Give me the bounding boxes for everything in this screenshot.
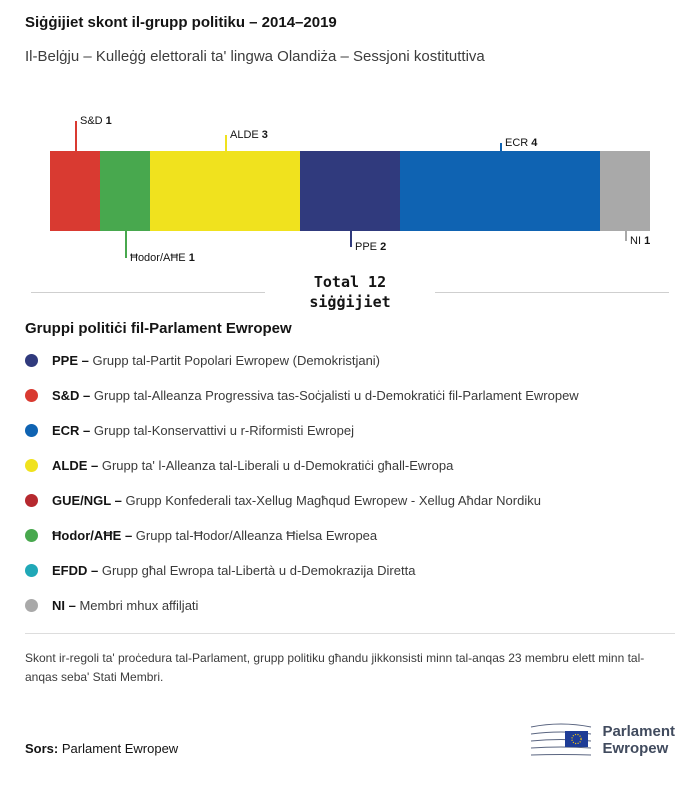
- chart-area: S&D 1 Ħodor/AĦE 1 ALDE 3 PPE 2 ECR 4 NI 1: [50, 103, 650, 273]
- segment-label-1: Ħodor/AĦE 1: [130, 252, 195, 264]
- segment-label-0: S&D 1: [79, 115, 112, 127]
- total-line1: Total 12: [313, 273, 387, 291]
- bar-segment-0: [50, 151, 100, 231]
- bar-segment-4: [400, 151, 600, 231]
- total-divider: Total 12 siġġijiet: [31, 273, 669, 312]
- legend-item-4: GUE/NGL – Grupp Konfederali tax-Xellug M…: [25, 493, 675, 508]
- footer-divider: [25, 633, 675, 634]
- bar-segment-1: [100, 151, 150, 231]
- legend-item-6: EFDD – Grupp għal Ewropa tal-Libertà u d…: [25, 563, 675, 578]
- page-title: Siġġijiet skont il-grupp politiku – 2014…: [25, 14, 337, 31]
- page-subtitle: Il-Belġju – Kulleġġ elettorali ta' lingw…: [25, 48, 485, 65]
- legend-label: ALDE – Grupp ta' l-Alleanza tal-Liberali…: [52, 458, 454, 473]
- source-value: Parlament Ewropew: [61, 741, 179, 757]
- legend-label: GUE/NGL – Grupp Konfederali tax-Xellug M…: [52, 493, 541, 508]
- segment-tick-4: [500, 143, 502, 151]
- divider-line-left: [31, 292, 265, 293]
- legend-label: EFDD – Grupp għal Ewropa tal-Libertà u d…: [52, 563, 416, 578]
- legend-label: PPE – Grupp tal-Partit Popolari Ewropew …: [52, 353, 381, 368]
- logo-line2: Ewropew: [602, 740, 669, 758]
- legend-color-dot: [25, 389, 38, 402]
- logo-line1: Parlament: [602, 722, 675, 740]
- bottom-row: Sors: Parlament Ewropew Parlament Ewrope…: [25, 718, 675, 762]
- ep-logo-wordmark: Parlament Ewropew: [602, 723, 675, 758]
- legend-item-7: NI – Membri mhux affiljati: [25, 598, 675, 613]
- total-line2: siġġijiet: [309, 292, 391, 311]
- segment-label-5: NI 1: [630, 235, 651, 247]
- legend-label: Ħodor/AĦE – Grupp tal-Ħodor/Alleanza Ħie…: [52, 528, 378, 543]
- segment-label-3: PPE 2: [355, 241, 387, 253]
- ep-logo-icon: [531, 723, 592, 756]
- legend-color-dot: [25, 354, 38, 367]
- legend-color-dot: [25, 599, 38, 612]
- legend-item-5: Ħodor/AĦE – Grupp tal-Ħodor/Alleanza Ħie…: [25, 528, 675, 543]
- segment-label-2: ALDE 3: [230, 129, 268, 141]
- legend-item-1: S&D – Grupp tal-Alleanza Progressiva tas…: [25, 388, 675, 403]
- legend-color-dot: [25, 494, 38, 507]
- legend-item-3: ALDE – Grupp ta' l-Alleanza tal-Liberali…: [25, 458, 675, 473]
- bar-segment-3: [300, 151, 400, 231]
- legend-list: PPE – Grupp tal-Partit Popolari Ewropew …: [25, 353, 675, 613]
- divider-line-right: [435, 292, 669, 293]
- source: Sors: Parlament Ewropew: [25, 741, 178, 762]
- segment-tick-0: [75, 121, 77, 151]
- legend-label: S&D – Grupp tal-Alleanza Progressiva tas…: [52, 388, 579, 403]
- legend-label: NI – Membri mhux affiljati: [52, 598, 199, 613]
- eu-flag-icon: [565, 731, 589, 748]
- legend-item-2: ECR – Grupp tal-Konservattivi u r-Riform…: [25, 423, 675, 438]
- legend-color-dot: [25, 459, 38, 472]
- segment-tick-5: [625, 231, 627, 241]
- legend-color-dot: [25, 424, 38, 437]
- legend-item-0: PPE – Grupp tal-Partit Popolari Ewropew …: [25, 353, 675, 368]
- segment-tick-2: [225, 135, 227, 151]
- segment-tick-3: [350, 231, 352, 247]
- total-seats-label: Total 12 siġġijiet: [265, 273, 435, 312]
- bar-segment-2: [150, 151, 300, 231]
- stacked-bar: [50, 151, 650, 231]
- seats-chart: S&D 1 Ħodor/AĦE 1 ALDE 3 PPE 2 ECR 4 NI 1: [25, 103, 675, 273]
- legend-label: ECR – Grupp tal-Konservattivi u r-Riform…: [52, 423, 354, 438]
- segment-tick-1: [125, 231, 127, 258]
- procedure-note: Skont ir-regoli ta' proċedura tal-Parlam…: [25, 651, 645, 684]
- legend-color-dot: [25, 564, 38, 577]
- ep-logo: Parlament Ewropew: [529, 718, 675, 762]
- legend-color-dot: [25, 529, 38, 542]
- segment-label-4: ECR 4: [505, 137, 538, 149]
- bar-segment-5: [600, 151, 650, 231]
- legend-heading: Gruppi politiċi fil-Parlament Ewropew: [25, 320, 292, 337]
- source-label: Sors:: [25, 741, 59, 757]
